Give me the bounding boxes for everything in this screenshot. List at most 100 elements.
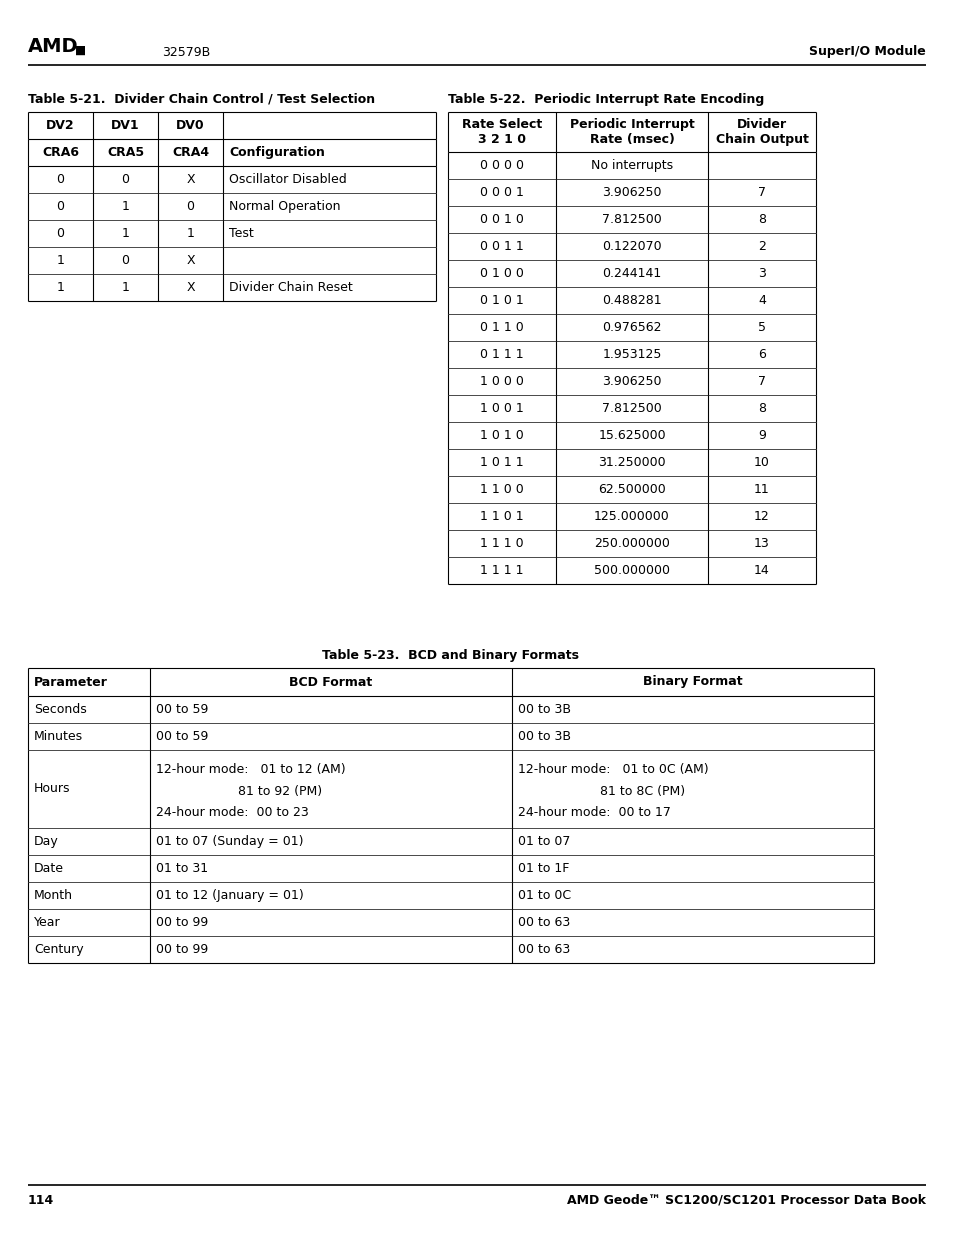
Text: 01 to 07 (Sunday = 01): 01 to 07 (Sunday = 01) — [156, 835, 303, 848]
Text: AMD: AMD — [28, 37, 78, 56]
Text: 00 to 99: 00 to 99 — [156, 916, 208, 929]
Text: 1: 1 — [121, 227, 130, 240]
Text: SuperI/O Module: SuperI/O Module — [808, 46, 925, 58]
Text: 01 to 0C: 01 to 0C — [517, 889, 571, 902]
Text: Table 5-22.  Periodic Interrupt Rate Encoding: Table 5-22. Periodic Interrupt Rate Enco… — [448, 93, 763, 106]
Text: 7: 7 — [758, 186, 765, 199]
Text: Rate Select
3 2 1 0: Rate Select 3 2 1 0 — [461, 119, 541, 146]
Text: Test: Test — [229, 227, 253, 240]
Text: 00 to 63: 00 to 63 — [517, 944, 570, 956]
Text: Day: Day — [34, 835, 59, 848]
Text: 0.488281: 0.488281 — [601, 294, 661, 308]
Text: 8: 8 — [758, 403, 765, 415]
Text: 0 0 1 0: 0 0 1 0 — [479, 212, 523, 226]
Text: 1 0 0 1: 1 0 0 1 — [479, 403, 523, 415]
Text: 24-hour mode:  00 to 17: 24-hour mode: 00 to 17 — [517, 806, 670, 820]
Text: 14: 14 — [753, 564, 769, 577]
Text: 01 to 31: 01 to 31 — [156, 862, 208, 876]
Text: Table 5-21.  Divider Chain Control / Test Selection: Table 5-21. Divider Chain Control / Test… — [28, 93, 375, 106]
Text: 62.500000: 62.500000 — [598, 483, 665, 496]
Text: Hours: Hours — [34, 783, 71, 795]
Text: 0: 0 — [56, 173, 65, 186]
Text: 0: 0 — [186, 200, 194, 212]
Text: 114: 114 — [28, 1193, 54, 1207]
Text: X: X — [186, 282, 194, 294]
Text: 00 to 59: 00 to 59 — [156, 730, 208, 743]
Text: 00 to 59: 00 to 59 — [156, 703, 208, 716]
Text: 10: 10 — [753, 456, 769, 469]
Text: 4: 4 — [758, 294, 765, 308]
Text: 24-hour mode:  00 to 23: 24-hour mode: 00 to 23 — [156, 806, 309, 820]
Text: 01 to 1F: 01 to 1F — [517, 862, 569, 876]
Text: 0.244141: 0.244141 — [601, 267, 661, 280]
Text: Binary Format: Binary Format — [642, 676, 742, 688]
Text: No interrupts: No interrupts — [590, 159, 673, 172]
Text: X: X — [186, 173, 194, 186]
Text: 31.250000: 31.250000 — [598, 456, 665, 469]
Text: 125.000000: 125.000000 — [594, 510, 669, 522]
Text: 0 0 0 0: 0 0 0 0 — [479, 159, 523, 172]
Text: Year: Year — [34, 916, 61, 929]
Text: 3.906250: 3.906250 — [601, 375, 661, 388]
Text: 0 1 0 1: 0 1 0 1 — [479, 294, 523, 308]
Text: 32579B: 32579B — [162, 46, 210, 58]
Text: 1: 1 — [121, 200, 130, 212]
Text: Divider Chain Reset: Divider Chain Reset — [229, 282, 353, 294]
Text: 1 1 1 1: 1 1 1 1 — [479, 564, 523, 577]
Text: 0: 0 — [121, 173, 130, 186]
Text: 1: 1 — [56, 254, 65, 267]
Text: 1 1 0 1: 1 1 0 1 — [479, 510, 523, 522]
Text: 250.000000: 250.000000 — [594, 537, 669, 550]
Text: 11: 11 — [753, 483, 769, 496]
Text: Oscillator Disabled: Oscillator Disabled — [229, 173, 346, 186]
Text: Seconds: Seconds — [34, 703, 87, 716]
Text: 1 0 1 1: 1 0 1 1 — [479, 456, 523, 469]
Text: 1: 1 — [121, 282, 130, 294]
Text: 500.000000: 500.000000 — [594, 564, 669, 577]
Text: 7: 7 — [758, 375, 765, 388]
Text: 12: 12 — [753, 510, 769, 522]
Text: 3: 3 — [758, 267, 765, 280]
Text: 1: 1 — [187, 227, 194, 240]
Text: 7.812500: 7.812500 — [601, 212, 661, 226]
Text: 0: 0 — [56, 200, 65, 212]
Text: 12-hour mode:   01 to 0C (AM): 12-hour mode: 01 to 0C (AM) — [517, 762, 708, 776]
Text: Periodic Interrupt
Rate (msec): Periodic Interrupt Rate (msec) — [569, 119, 694, 146]
Text: Table 5-23.  BCD and Binary Formats: Table 5-23. BCD and Binary Formats — [322, 650, 578, 662]
Text: 6: 6 — [758, 348, 765, 361]
Text: Month: Month — [34, 889, 73, 902]
Text: 12-hour mode:   01 to 12 (AM): 12-hour mode: 01 to 12 (AM) — [156, 762, 345, 776]
Text: DV2: DV2 — [46, 119, 74, 132]
Text: 00 to 99: 00 to 99 — [156, 944, 208, 956]
Text: Divider
Chain Output: Divider Chain Output — [715, 119, 807, 146]
Text: X: X — [186, 254, 194, 267]
Text: 2: 2 — [758, 240, 765, 253]
Text: 1 0 1 0: 1 0 1 0 — [479, 429, 523, 442]
Text: 00 to 3B: 00 to 3B — [517, 730, 571, 743]
Text: AMD Geode™ SC1200/SC1201 Processor Data Book: AMD Geode™ SC1200/SC1201 Processor Data … — [566, 1193, 925, 1207]
Text: CRA5: CRA5 — [107, 146, 144, 159]
Text: 5: 5 — [758, 321, 765, 333]
Text: DV0: DV0 — [176, 119, 205, 132]
Text: CRA4: CRA4 — [172, 146, 209, 159]
Text: 15.625000: 15.625000 — [598, 429, 665, 442]
Text: 9: 9 — [758, 429, 765, 442]
Text: 1 0 0 0: 1 0 0 0 — [479, 375, 523, 388]
Text: Date: Date — [34, 862, 64, 876]
Text: 1 1 0 0: 1 1 0 0 — [479, 483, 523, 496]
Text: 0 1 1 1: 0 1 1 1 — [479, 348, 523, 361]
Text: 81 to 92 (PM): 81 to 92 (PM) — [237, 784, 322, 798]
Text: 3.906250: 3.906250 — [601, 186, 661, 199]
Text: 13: 13 — [753, 537, 769, 550]
Text: 0.976562: 0.976562 — [601, 321, 661, 333]
Text: 0 1 0 0: 0 1 0 0 — [479, 267, 523, 280]
Text: 81 to 8C (PM): 81 to 8C (PM) — [599, 784, 684, 798]
Text: ■: ■ — [75, 43, 86, 57]
Text: 0 0 1 1: 0 0 1 1 — [479, 240, 523, 253]
Text: DV1: DV1 — [112, 119, 140, 132]
Text: 0 1 1 0: 0 1 1 0 — [479, 321, 523, 333]
Text: 8: 8 — [758, 212, 765, 226]
Text: 0.122070: 0.122070 — [601, 240, 661, 253]
Text: CRA6: CRA6 — [42, 146, 79, 159]
Text: 0: 0 — [56, 227, 65, 240]
